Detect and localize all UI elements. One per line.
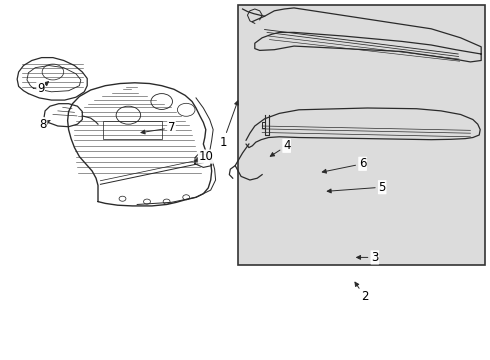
Text: 7: 7: [141, 121, 175, 134]
Bar: [103, 121, 162, 139]
Text: 5: 5: [327, 181, 386, 194]
Text: 8: 8: [39, 118, 50, 131]
Text: 3: 3: [357, 251, 379, 264]
Text: 10: 10: [195, 150, 213, 163]
Text: 9: 9: [37, 82, 49, 95]
Text: 2: 2: [355, 282, 369, 303]
Text: 1: 1: [219, 101, 238, 149]
Text: 4: 4: [270, 139, 291, 156]
Bar: [238, 5, 485, 265]
Text: 6: 6: [322, 157, 367, 173]
